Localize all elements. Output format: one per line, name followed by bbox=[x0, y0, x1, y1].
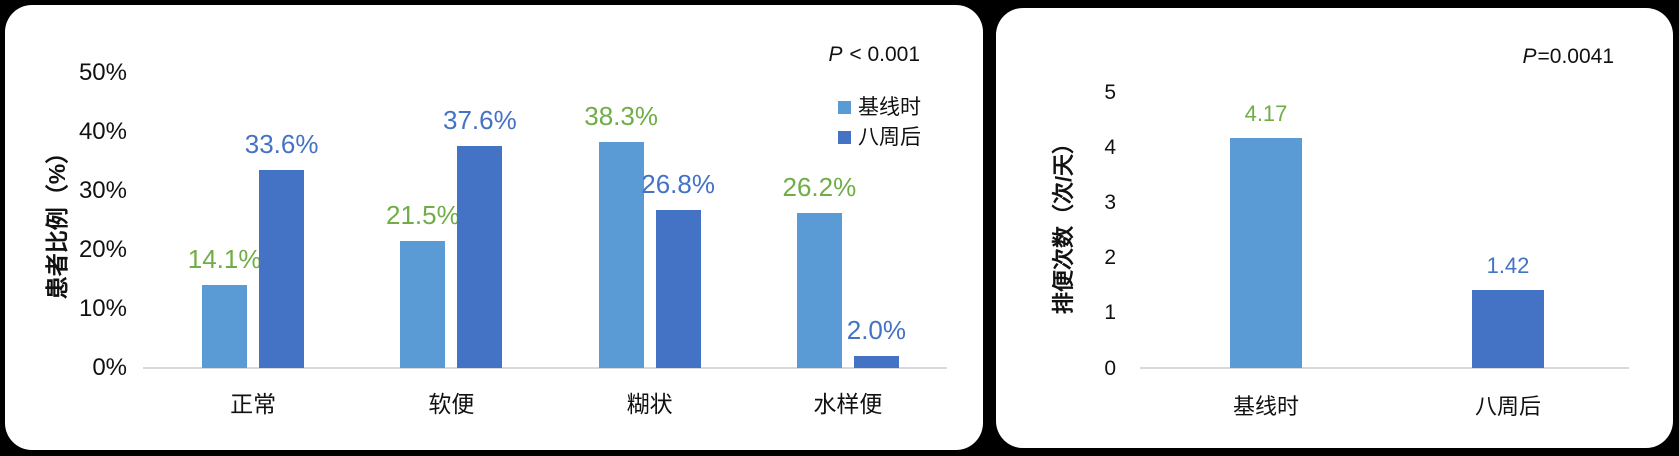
bar-value-label: 37.6% bbox=[443, 105, 517, 136]
bar-value-label: 14.1% bbox=[187, 243, 262, 274]
bar-value-label: 4.17 bbox=[1244, 100, 1288, 126]
p-value-text: < 0.001 bbox=[843, 43, 920, 66]
y-tick-label: 4 bbox=[1104, 135, 1116, 159]
legend-color-swatch bbox=[838, 131, 851, 144]
bar-week8-0 bbox=[259, 169, 305, 368]
y-tick-label: 30% bbox=[78, 177, 127, 204]
y-tick-label: 0 bbox=[1104, 356, 1116, 380]
bar-week8-2 bbox=[655, 209, 701, 368]
bar-baseline-2 bbox=[598, 142, 644, 368]
legend-label: 基线时 bbox=[858, 96, 921, 119]
bar-baseline-0 bbox=[202, 284, 248, 368]
bar-value-label: 21.5% bbox=[386, 200, 460, 231]
legend-item: 八周后 bbox=[838, 127, 921, 148]
y-tick-label: 0% bbox=[92, 354, 127, 381]
p-symbol: P bbox=[1522, 45, 1537, 68]
p-value-left: P < 0.001 bbox=[829, 43, 921, 67]
bar-stool-frequency-1 bbox=[1472, 289, 1544, 368]
legend-color-swatch bbox=[838, 101, 851, 114]
x-category-label: 水样便 bbox=[813, 391, 883, 417]
bar-stool-frequency-0 bbox=[1230, 137, 1302, 368]
y-tick-label: 20% bbox=[78, 236, 127, 263]
y-tick-label: 2 bbox=[1104, 246, 1116, 270]
bar-value-label: 26.8% bbox=[641, 168, 715, 199]
x-category-label: 基线时 bbox=[1232, 394, 1299, 419]
y-tick-label: 3 bbox=[1104, 190, 1116, 214]
legend: 基线时 八周后 bbox=[838, 97, 921, 157]
bar-value-label: 2.0% bbox=[846, 315, 906, 346]
x-axis-line bbox=[143, 367, 947, 369]
y-tick-label: 10% bbox=[78, 295, 127, 322]
y-tick-label: 40% bbox=[78, 118, 127, 145]
p-symbol: P bbox=[828, 43, 843, 66]
bar-value-label: 1.42 bbox=[1486, 252, 1530, 278]
left-plot-area: 50% 40% 30% 20% 10% 0% 正常 14.1% 33.6% 软便 21.5% 37.6… bbox=[5, 5, 983, 450]
bar-value-label: 38.3% bbox=[584, 101, 658, 132]
right-chart-panel: P=0.0041 排便次数（次/天） 5 4 3 2 1 0 基线时 4.17 八周后 1.42 bbox=[996, 8, 1673, 448]
x-category-label: 八周后 bbox=[1474, 394, 1541, 419]
x-category-label: 正常 bbox=[230, 391, 277, 417]
legend-item: 基线时 bbox=[838, 97, 921, 118]
y-tick-label: 1 bbox=[1104, 301, 1116, 325]
bar-value-label: 33.6% bbox=[244, 128, 319, 159]
bar-value-label: 26.2% bbox=[782, 172, 857, 203]
x-category-label: 软便 bbox=[428, 391, 475, 417]
y-tick-label: 5 bbox=[1104, 80, 1116, 104]
x-axis-line bbox=[1140, 367, 1629, 369]
x-category-label: 糊状 bbox=[626, 391, 673, 417]
right-plot-area: 5 4 3 2 1 0 基线时 4.17 八周后 1.42 bbox=[996, 8, 1673, 448]
left-chart-panel: P < 0.001 患者比例（%） 基线时 八周后 50% 40% 30% 20% 10%… bbox=[5, 5, 983, 450]
bar-week8-3 bbox=[853, 356, 899, 368]
bar-week8-1 bbox=[457, 146, 503, 368]
p-value-text: =0.0041 bbox=[1537, 45, 1615, 68]
p-value-right: P=0.0041 bbox=[1522, 45, 1614, 69]
legend-label: 八周后 bbox=[858, 126, 921, 149]
bar-baseline-3 bbox=[796, 213, 842, 368]
y-tick-label: 50% bbox=[78, 59, 127, 86]
bar-baseline-1 bbox=[400, 241, 446, 368]
